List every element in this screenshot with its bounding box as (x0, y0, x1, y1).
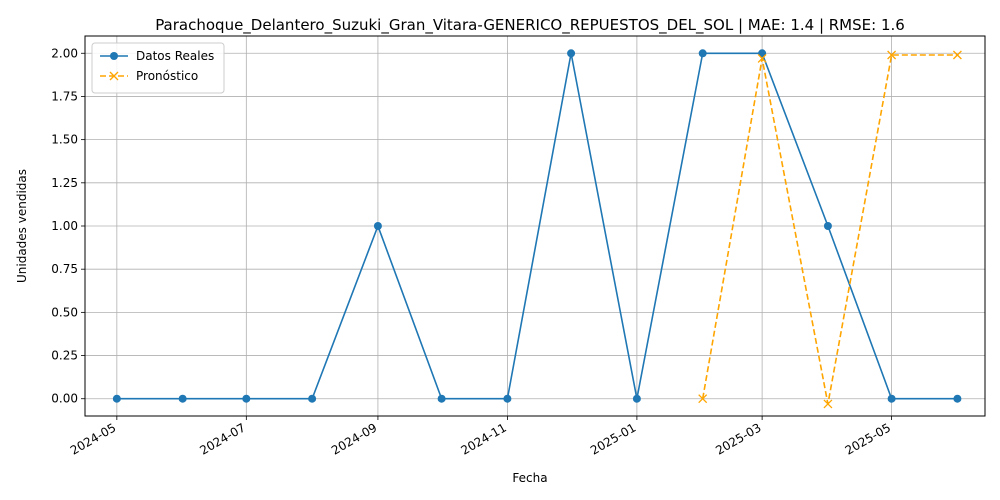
y-axis: 0.00 0.25 0.50 0.75 1.00 1.25 1.50 1.75 2.00 (51, 46, 85, 406)
x-tick-label: 2024-11 (458, 420, 508, 457)
y-axis-label: Unidades vendidas (15, 169, 29, 283)
data-point (823, 399, 833, 409)
y-tick-label: 1.75 (51, 89, 78, 103)
marker-stroke (698, 394, 708, 404)
x-tick-label: 2024-05 (68, 420, 118, 457)
x-tick-label: 2025-01 (588, 420, 638, 457)
x-axis-label: Fecha (512, 471, 547, 485)
legend: Datos Reales Pronóstico (91, 42, 225, 94)
y-tick-label: 1.50 (51, 133, 78, 147)
legend-marker (109, 71, 119, 81)
series-layer (112, 49, 962, 409)
marker-stroke (823, 399, 833, 409)
x-tick-label: 2025-03 (713, 420, 763, 457)
chart-title: Parachoque_Delantero_Suzuki_Gran_Vitara-… (155, 16, 905, 35)
data-point (437, 394, 446, 403)
y-tick-label: 0.25 (51, 349, 78, 363)
data-point (567, 49, 576, 58)
x-tick-label: 2024-07 (197, 420, 247, 457)
marker-stroke (757, 53, 767, 63)
legend-marker (110, 52, 118, 60)
marker-stroke (109, 71, 119, 81)
x-tick-label: 2024-09 (329, 420, 379, 457)
series-line (116, 52, 958, 400)
data-point (178, 394, 187, 403)
x-tick-label: 2025-05 (843, 420, 893, 457)
y-tick-label: 0.00 (51, 392, 78, 406)
data-point (757, 53, 767, 63)
y-tick-label: 1.00 (51, 219, 78, 233)
data-point (112, 394, 121, 403)
legend-entry: Datos Reales (100, 49, 214, 63)
data-point (698, 394, 708, 404)
x-axis: 2024-05 2024-07 2024-09 2024-11 2025-01 2025-… (68, 416, 893, 458)
data-point (953, 394, 962, 403)
marker-stroke (887, 50, 897, 60)
y-tick-label: 1.25 (51, 176, 78, 190)
data-point (242, 394, 251, 403)
data-point (308, 394, 317, 403)
grid-lines (85, 36, 985, 416)
legend-label: Datos Reales (136, 49, 214, 63)
legend-entry: Pronóstico (100, 69, 198, 83)
data-point (823, 222, 832, 230)
y-tick-label: 2.00 (51, 46, 78, 60)
y-tick-label: 0.50 (51, 305, 78, 319)
marker-stroke (952, 50, 962, 60)
y-tick-label: 0.75 (51, 262, 78, 276)
series-pronostico (698, 50, 962, 409)
data-point (373, 222, 382, 230)
data-point (503, 394, 512, 403)
legend-label: Pronóstico (136, 69, 198, 83)
data-point (887, 394, 896, 403)
data-point (758, 49, 767, 58)
data-point (952, 50, 962, 60)
data-point (632, 394, 641, 403)
series-datos-reales (112, 49, 962, 403)
data-point (698, 49, 707, 58)
data-point (887, 50, 897, 60)
